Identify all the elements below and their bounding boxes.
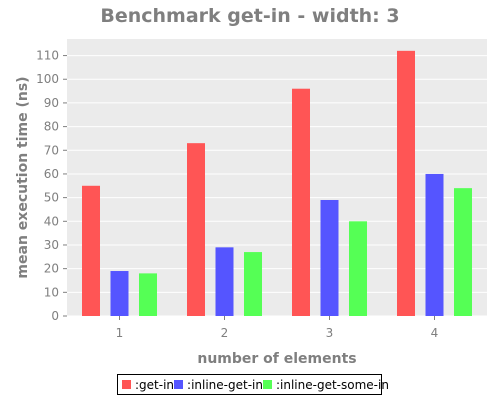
grid-lines: [67, 55, 487, 317]
legend-item: :get-in: [122, 378, 174, 392]
legend-swatch: [122, 380, 131, 389]
legend-item: :inline-get-in: [174, 378, 263, 392]
bars: [82, 50, 472, 316]
y-tick-label: 100: [36, 72, 59, 86]
y-tick-label: 20: [44, 262, 59, 276]
legend-swatch: [262, 380, 272, 389]
x-axis-ticks: 1 2 3 4: [116, 316, 439, 340]
x-tick-label: 3: [326, 326, 334, 340]
legend-label: :inline-get-some-in: [275, 377, 389, 392]
x-tick-label: 4: [431, 326, 439, 340]
x-tick-label: 1: [116, 326, 124, 340]
bar: [454, 188, 472, 316]
y-tick-label: 50: [44, 191, 59, 205]
bar: [110, 271, 129, 316]
legend-swatch: [174, 380, 184, 389]
x-tick-label: 2: [221, 326, 229, 340]
bar: [320, 199, 339, 316]
x-axis-label: number of elements: [197, 351, 356, 367]
legend-label: :inline-get-in: [187, 377, 263, 392]
y-tick-label: 30: [44, 238, 59, 252]
plot-background: [67, 39, 487, 316]
bar: [397, 50, 415, 316]
y-axis-label: mean execution time (ns): [15, 76, 31, 278]
bar: [244, 252, 262, 316]
y-tick-label: 60: [44, 167, 59, 181]
y-tick-label: 90: [44, 96, 59, 110]
bar: [292, 88, 310, 316]
chart-title: Benchmark get-in - width: 3: [100, 5, 399, 27]
bar: [425, 173, 444, 316]
y-tick-label: 0: [51, 309, 59, 323]
legend-label: :get-in: [135, 377, 175, 392]
bar: [82, 185, 100, 316]
y-tick-label: 40: [44, 214, 59, 228]
bar: [349, 221, 367, 316]
y-axis-ticks: 0 10 20 30 40 50 60 70 80 90 100 110: [36, 49, 67, 323]
bar: [215, 247, 234, 316]
bar: [187, 143, 205, 316]
legend-item: :inline-get-some-in: [262, 377, 389, 392]
legend: :get-in :inline-get-in :inline-get-some-in: [117, 374, 389, 395]
y-tick-label: 110: [36, 49, 59, 63]
y-tick-label: 10: [44, 285, 59, 299]
y-tick-label: 80: [44, 120, 59, 134]
y-tick-label: 70: [44, 143, 59, 157]
bar: [139, 273, 157, 316]
